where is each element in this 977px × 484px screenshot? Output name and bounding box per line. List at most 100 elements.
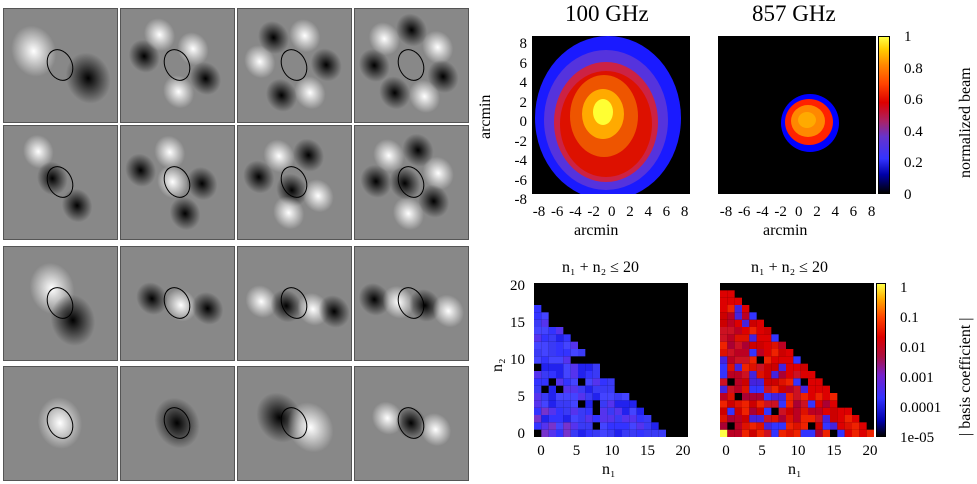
coefficient-cell — [727, 407, 735, 415]
coefficient-cell — [607, 407, 615, 415]
coefficient-cell — [570, 400, 578, 408]
coefficient-cell — [734, 327, 742, 335]
coefficient-cell — [622, 393, 630, 401]
coefficient-cell — [556, 334, 564, 342]
coefficient-cell — [592, 393, 600, 401]
coefficient-cell — [592, 378, 600, 386]
beam-ellipse-outline — [280, 166, 308, 198]
tick-label: 2 — [626, 204, 634, 220]
coefficient-cell — [815, 429, 823, 437]
coefficient-cell — [749, 334, 757, 342]
coefficient-cell — [793, 429, 801, 437]
coefficient-cell — [778, 415, 786, 423]
coefficient-cell — [592, 385, 600, 393]
coefficient-cell — [720, 378, 728, 386]
coefficient-cell — [756, 378, 764, 386]
coefficient-cell — [570, 407, 578, 415]
coefficient-cell — [771, 334, 779, 342]
coefficient-cell — [742, 356, 750, 364]
tick-label: 10 — [604, 443, 620, 459]
coefficient-cell — [800, 422, 808, 430]
coefficient-cell — [541, 378, 549, 386]
coefficient-cell — [578, 422, 586, 430]
coefficient-cell — [742, 327, 750, 335]
coefficient-cell — [563, 334, 571, 342]
basis-tile — [3, 125, 118, 240]
tick-label: 20 — [862, 443, 878, 459]
coefficient-cell — [727, 319, 735, 327]
coefficient-cell — [541, 415, 549, 423]
coefficient-cell — [658, 429, 666, 437]
coefficient-cell — [800, 371, 808, 379]
coefficient-cell — [786, 349, 794, 357]
coefficient-cell — [852, 422, 860, 430]
bright-lobe — [154, 135, 186, 169]
coefficient-cell — [548, 327, 556, 335]
coefficient-cell — [548, 415, 556, 423]
coefficient-cell — [778, 422, 786, 430]
coefficient-cell — [742, 363, 750, 371]
tick-label: 0 — [517, 426, 526, 442]
coefficient-cell — [727, 385, 735, 393]
tick-label: 20 — [675, 443, 691, 459]
tick-label: 0.0001 — [900, 400, 942, 416]
coefficient-cell — [720, 400, 728, 408]
coefficient-cell — [800, 429, 808, 437]
bright-lobe — [422, 30, 454, 64]
coefficient-cell — [756, 385, 764, 393]
coefficient-cell — [534, 422, 542, 430]
coefficient-cell — [548, 363, 556, 371]
coefficient-cell — [852, 415, 860, 423]
dark-lobe — [360, 164, 392, 198]
coefficient-cell — [541, 312, 549, 320]
coefficient-cell — [720, 356, 728, 364]
coefficient-cell — [556, 363, 564, 371]
coefficient-cell — [622, 422, 630, 430]
coefficient-cell — [734, 415, 742, 423]
coefficient-cell — [651, 429, 659, 437]
coefficient-cell — [563, 429, 571, 437]
coefficient-cell — [742, 312, 750, 320]
tick-label: 8 — [680, 204, 689, 220]
coefficient-cell — [600, 378, 608, 386]
coefficient-cell — [822, 400, 830, 408]
tick-label: 15 — [826, 443, 842, 459]
beam-ellipse-outline — [46, 166, 74, 198]
tick-label: 0 — [519, 114, 528, 130]
coefficient-cell — [786, 385, 794, 393]
coefficient-cell — [786, 371, 794, 379]
tick-label: -4 — [756, 204, 769, 220]
dark-lobe — [136, 282, 168, 315]
coefficient-cell — [822, 393, 830, 401]
basis-tile — [354, 8, 469, 123]
coefficient-cell — [742, 334, 750, 342]
coefficient-cell — [585, 400, 593, 408]
dark-lobe — [427, 59, 459, 94]
tick-label: 0 — [904, 186, 912, 203]
coefficient-cell — [600, 385, 608, 393]
dark-lobe — [379, 76, 411, 110]
coefficient-cell — [614, 415, 622, 423]
coefficient-cell — [548, 334, 556, 342]
coefficient-cell — [749, 378, 757, 386]
beam-title-857ghz: 857 GHz — [752, 1, 836, 26]
coefficient-cell — [830, 393, 838, 401]
coefficient-cell — [548, 407, 556, 415]
coefficient-cell — [541, 400, 549, 408]
coefficient-cell — [756, 327, 764, 335]
coefficient-cell — [720, 385, 728, 393]
coefficient-cell — [720, 319, 728, 327]
coefficient-cell — [764, 378, 772, 386]
coefficient-cell — [793, 407, 801, 415]
coefficient-cell — [786, 422, 794, 430]
coefficient-cell — [764, 327, 772, 335]
coefficient-cell — [756, 349, 764, 357]
coefficient-cell — [548, 393, 556, 401]
coefficient-cell — [778, 429, 786, 437]
coefficient-cell — [629, 422, 637, 430]
coefficient-cell — [764, 363, 772, 371]
coefficient-cell — [727, 400, 735, 408]
coefficient-cell — [541, 341, 549, 349]
coefficient-cell — [815, 393, 823, 401]
coefficient-cell — [570, 393, 578, 401]
